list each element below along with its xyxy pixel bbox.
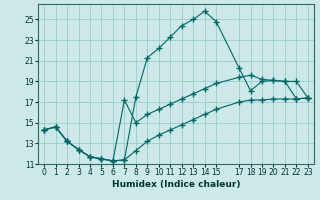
X-axis label: Humidex (Indice chaleur): Humidex (Indice chaleur) bbox=[112, 180, 240, 189]
